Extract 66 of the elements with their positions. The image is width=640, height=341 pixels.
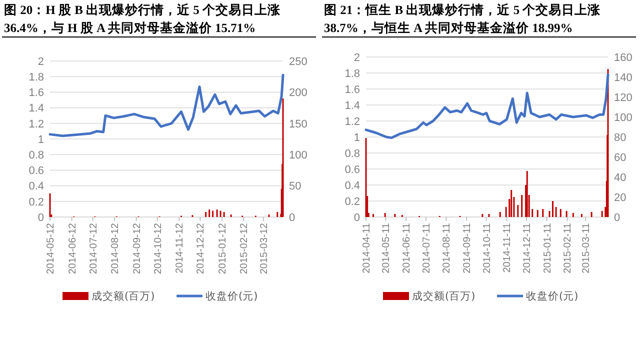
x-tick-label: 2014-10-12 bbox=[152, 222, 164, 274]
x-tick-label: 2014-07-11 bbox=[421, 222, 432, 274]
y2-tick-label: 100 bbox=[614, 112, 632, 124]
x-tick-label: 2014-11-12 bbox=[174, 222, 186, 274]
x-tick-label: 2015-02-11 bbox=[562, 222, 574, 274]
legend-label: 收盘价(元) bbox=[206, 290, 258, 303]
y-tick-label: 1.8 bbox=[28, 71, 44, 84]
y-tick-label: 0.8 bbox=[344, 148, 360, 160]
x-tick-label: 2014-05-12 bbox=[46, 222, 56, 274]
y-tick-label: 1 bbox=[38, 134, 44, 146]
y-tick-label: 0 bbox=[354, 212, 360, 224]
y2-tick-label: 50 bbox=[289, 180, 302, 193]
y-tick-label: 1.2 bbox=[344, 116, 360, 128]
y2-tick-label: 0 bbox=[614, 212, 620, 224]
y2-tick-label: 160 bbox=[614, 52, 632, 64]
y2-tick-label: 100 bbox=[289, 149, 308, 162]
y-tick-label: 1.8 bbox=[344, 68, 360, 80]
legend-label: 成交额(百万) bbox=[412, 290, 476, 303]
y-tick-label: 0.4 bbox=[344, 180, 360, 192]
y-tick-label: 0.4 bbox=[28, 180, 44, 193]
x-tick-label: 2014-06-11 bbox=[402, 222, 413, 274]
y2-tick-label: 0 bbox=[289, 212, 296, 224]
y-tick-label: 0.8 bbox=[28, 149, 44, 162]
x-tick-label: 2014-08-11 bbox=[442, 222, 453, 274]
x-tick-label: 2015-01-12 bbox=[217, 222, 228, 274]
y-tick-label: 0.6 bbox=[28, 165, 44, 178]
x-tick-label: 2014-09-12 bbox=[132, 222, 143, 274]
x-tick-label: 2014-05-11 bbox=[381, 222, 392, 274]
y-tick-label: 1.4 bbox=[28, 102, 44, 115]
chart-title: 图 20：H 股 B 出现爆炒行情，近 5 个交易日上涨36.4%，与 H 股 A 共同对母基金溢价 15.71% bbox=[4, 2, 282, 35]
y-tick-label: 0.2 bbox=[28, 196, 44, 208]
legend-label: 成交额(百万) bbox=[92, 290, 155, 303]
x-tick-label: 2014-08-12 bbox=[110, 222, 122, 274]
y-tick-label: 2 bbox=[38, 56, 44, 68]
y2-tick-label: 200 bbox=[289, 87, 308, 100]
y2-tick-label: 40 bbox=[614, 172, 626, 184]
x-tick-label: 2014-12-11 bbox=[522, 222, 533, 274]
x-tick-label: 2014-09-11 bbox=[462, 222, 474, 274]
x-tick-label: 2014-11-11 bbox=[502, 222, 514, 273]
y-tick-label: 0.2 bbox=[344, 196, 360, 208]
y2-tick-label: 250 bbox=[289, 56, 308, 68]
y2-tick-label: 120 bbox=[614, 92, 632, 104]
y2-tick-label: 60 bbox=[614, 152, 626, 164]
x-tick-label: 2014-04-11 bbox=[362, 222, 372, 274]
y2-tick-label: 140 bbox=[614, 72, 632, 84]
x-tick-label: 2014-06-12 bbox=[67, 222, 78, 274]
y-tick-label: 1 bbox=[354, 132, 360, 144]
x-tick-label: 2014-12-12 bbox=[196, 222, 207, 274]
y-tick-label: 1.6 bbox=[344, 84, 360, 96]
y-tick-label: 1.2 bbox=[28, 118, 44, 130]
y2-tick-label: 20 bbox=[614, 192, 626, 204]
y2-tick-label: 150 bbox=[289, 118, 308, 130]
y2-tick-label: 80 bbox=[614, 132, 626, 144]
x-tick-label: 2014-07-12 bbox=[88, 222, 100, 274]
x-tick-label: 2015-03-12 bbox=[258, 222, 270, 274]
y-tick-label: 0.6 bbox=[344, 164, 360, 176]
chart-title: 图 21：恒生 B 出现爆炒行情，近 5 个交易日上涨38.7%，与恒生 A 共同对母基金溢价 18.99% bbox=[324, 2, 602, 35]
x-tick-label: 2014-10-11 bbox=[482, 222, 493, 274]
x-tick-label: 2015-03-11 bbox=[581, 222, 592, 274]
y-tick-label: 2 bbox=[354, 52, 360, 64]
legend-label: 收盘价(元) bbox=[526, 290, 578, 303]
y-tick-label: 1.6 bbox=[28, 87, 44, 100]
x-tick-label: 2015-02-12 bbox=[239, 222, 250, 274]
y-tick-label: 0 bbox=[38, 212, 44, 224]
x-tick-label: 2015-01-11 bbox=[542, 222, 554, 274]
y-tick-label: 1.4 bbox=[344, 100, 360, 112]
